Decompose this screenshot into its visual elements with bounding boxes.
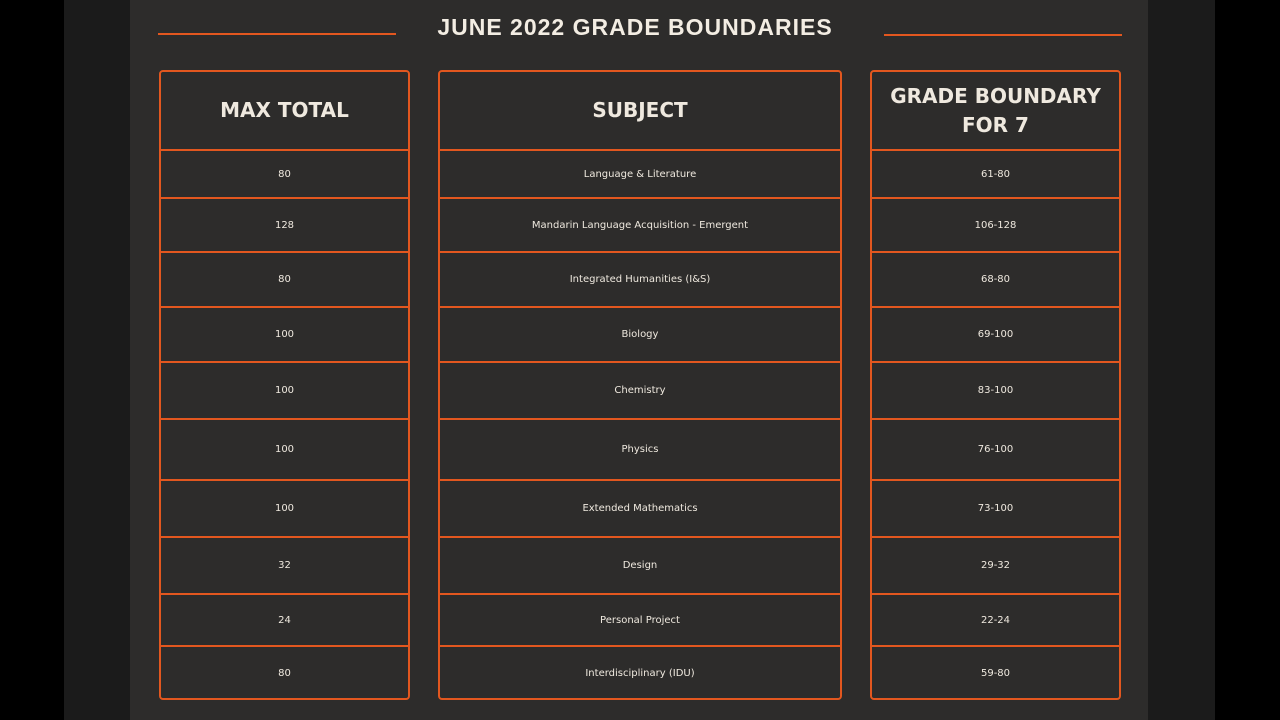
table-cell: 22-24	[872, 593, 1119, 645]
side-band	[1148, 0, 1215, 720]
table-cell: 80	[161, 645, 408, 700]
title-rule	[158, 33, 396, 35]
table-cell: 80	[161, 251, 408, 306]
table-cell: 61-80	[872, 149, 1119, 197]
table-cell: 100	[161, 361, 408, 418]
table-cell: Personal Project	[440, 593, 840, 645]
table-cell: Extended Mathematics	[440, 479, 840, 536]
table-cell: Physics	[440, 418, 840, 479]
title-rule	[884, 34, 1122, 36]
panel	[130, 0, 1148, 720]
table-cell: Biology	[440, 306, 840, 361]
table-cell: 106-128	[872, 197, 1119, 251]
table-cell: 69-100	[872, 306, 1119, 361]
table-cell: 83-100	[872, 361, 1119, 418]
table-cell: Integrated Humanities (I&S)	[440, 251, 840, 306]
column: SUBJECT Language & Literature Mandarin Lan…	[438, 70, 842, 700]
column-header: MAX TOTAL	[220, 98, 349, 122]
table-cell: 24	[161, 593, 408, 645]
table-cell: Interdisciplinary (IDU)	[440, 645, 840, 700]
table-cell: 128	[161, 197, 408, 251]
column: MAX TOTAL 80 128 80 100 100 100 100 32 24 80	[159, 70, 410, 700]
table-cell: 68-80	[872, 251, 1119, 306]
column-header: SUBJECT	[592, 98, 688, 122]
column-header: GRADE BOUNDARY FOR 7	[890, 83, 1101, 137]
table-cell: 100	[161, 306, 408, 361]
table-cell: 80	[161, 149, 408, 197]
table-cell: Mandarin Language Acquisition - Emergent	[440, 197, 840, 251]
table-cell: Chemistry	[440, 361, 840, 418]
table-cell: Design	[440, 536, 840, 593]
column: GRADE BOUNDARY FOR 7 61-80 106-128 68-80 69-…	[870, 70, 1121, 700]
table-cell: 32	[161, 536, 408, 593]
table-cell: 100	[161, 418, 408, 479]
table-cell: 100	[161, 479, 408, 536]
table-cell: 29-32	[872, 536, 1119, 593]
side-band	[64, 0, 130, 720]
table-cell: 76-100	[872, 418, 1119, 479]
table-cell: 59-80	[872, 645, 1119, 700]
table-cell: 73-100	[872, 479, 1119, 536]
title: JUNE 2022 GRADE BOUNDARIES	[437, 14, 833, 40]
table-cell: Language & Literature	[440, 149, 840, 197]
